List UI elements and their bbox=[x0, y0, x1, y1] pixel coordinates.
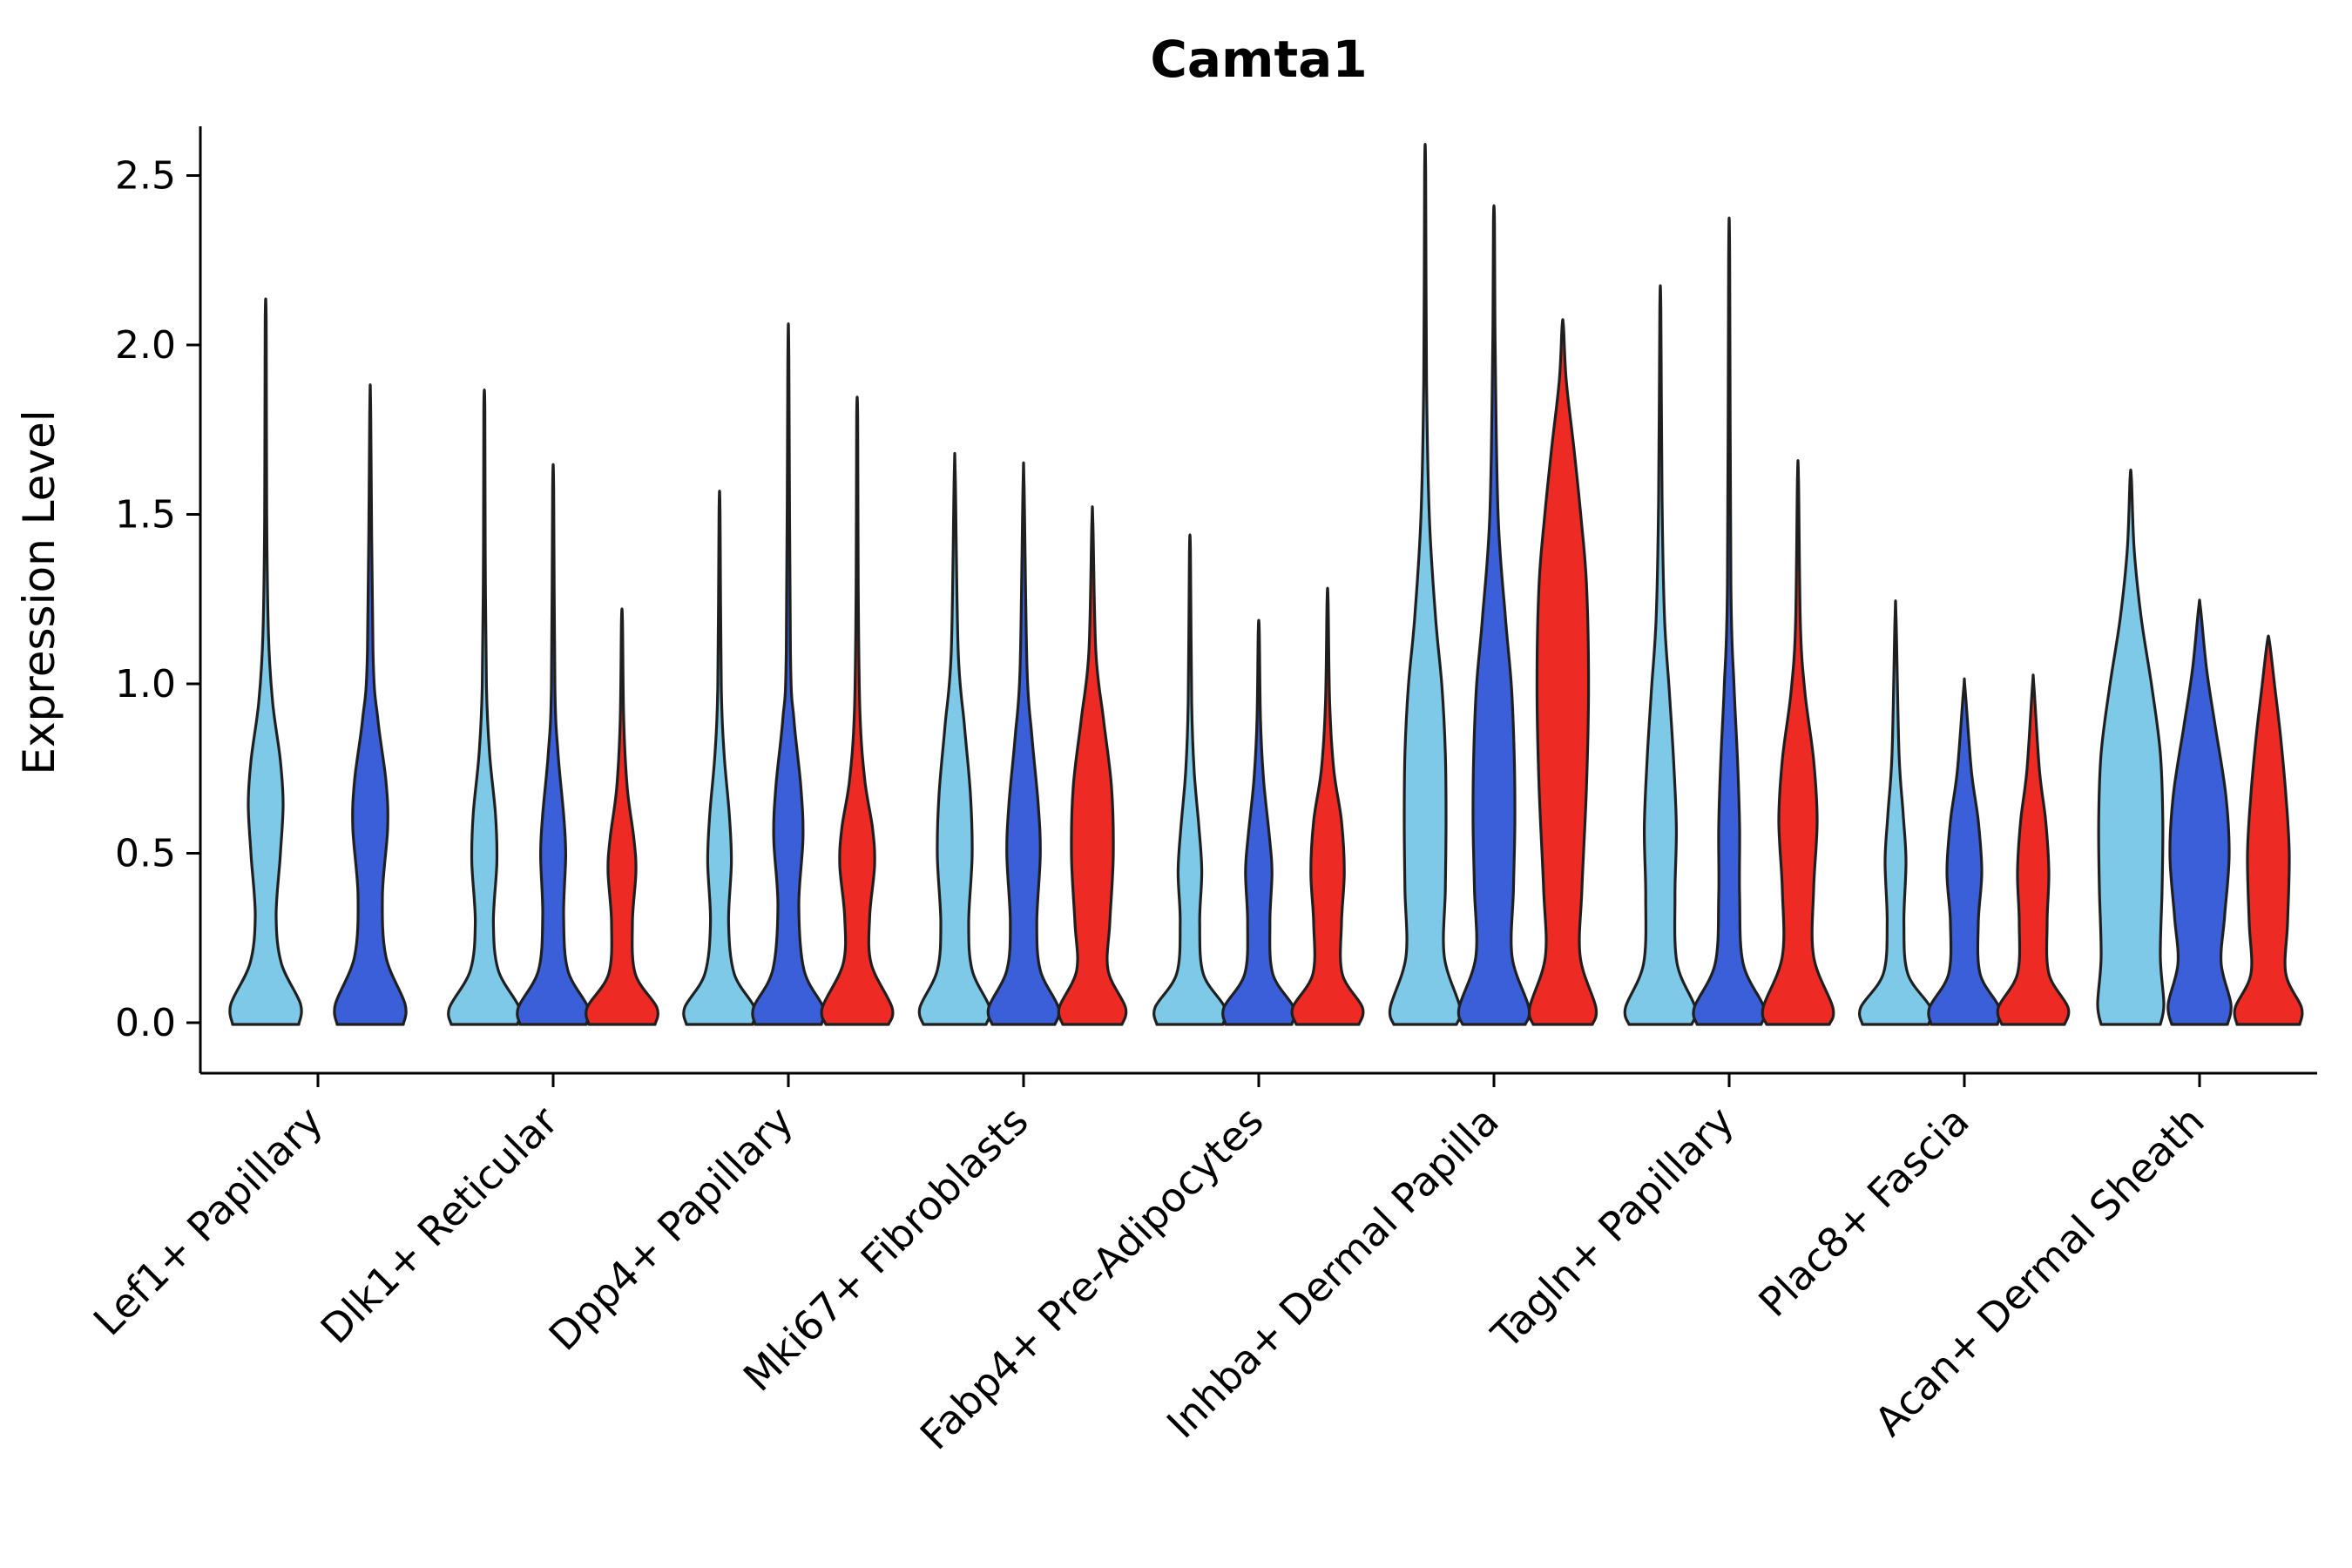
violin-light-blue-0 bbox=[228, 297, 303, 1026]
violin-royal-blue-1 bbox=[516, 463, 591, 1026]
violin-royal-blue-2 bbox=[751, 322, 826, 1026]
x-tick-label-6: Tagln+ Papillary bbox=[1482, 1098, 1743, 1359]
violin-red-5 bbox=[1527, 318, 1598, 1026]
x-tick-label-2: Dpp4+ Papillary bbox=[540, 1098, 802, 1360]
y-axis-label: Expression Level bbox=[14, 409, 64, 774]
violin-light-blue-3 bbox=[917, 452, 992, 1026]
violin-royal-blue-8 bbox=[2166, 598, 2233, 1026]
violin-red-4 bbox=[1290, 586, 1365, 1026]
violin-shapes bbox=[228, 143, 2304, 1026]
violin-royal-blue-4 bbox=[1221, 618, 1296, 1026]
violin-red-3 bbox=[1057, 505, 1128, 1026]
violin-red-2 bbox=[820, 395, 895, 1026]
y-tick-label-0.0: 0.0 bbox=[115, 1001, 176, 1045]
violin-royal-blue-5 bbox=[1456, 204, 1531, 1026]
violin-light-blue-1 bbox=[447, 389, 522, 1026]
y-tick-label-1.0: 1.0 bbox=[115, 662, 176, 706]
violin-light-blue-6 bbox=[1623, 284, 1698, 1026]
violin-red-1 bbox=[585, 607, 659, 1026]
violin-red-6 bbox=[1761, 459, 1835, 1026]
x-tick-label-0: Lef1+ Papillary bbox=[84, 1098, 332, 1345]
y-tick-label-1.5: 1.5 bbox=[115, 493, 176, 537]
violin-light-blue-2 bbox=[682, 490, 757, 1026]
violin-light-blue-7 bbox=[1857, 599, 1934, 1026]
chart-title: Camta1 bbox=[1150, 30, 1367, 89]
y-tick-label-2.5: 2.5 bbox=[115, 154, 176, 199]
violin-red-8 bbox=[2233, 634, 2304, 1026]
violin-light-blue-8 bbox=[2096, 468, 2166, 1026]
y-axis-ticks: 0.0 0.5 1.0 1.5 2.0 2.5 bbox=[115, 154, 200, 1045]
y-tick-label-0.5: 0.5 bbox=[115, 832, 176, 876]
violin-light-blue-5 bbox=[1388, 143, 1463, 1026]
x-tick-label-1: Dlk1+ Reticular bbox=[312, 1098, 567, 1353]
x-tick-label-7: Plac8+ Fascia bbox=[1749, 1098, 1977, 1326]
violin-red-7 bbox=[1996, 673, 2071, 1026]
y-tick-label-2.0: 2.0 bbox=[115, 323, 176, 368]
violin-royal-blue-7 bbox=[1927, 677, 2002, 1026]
violin-royal-blue-0 bbox=[333, 383, 408, 1026]
violin-royal-blue-3 bbox=[986, 461, 1061, 1026]
violin-light-blue-4 bbox=[1152, 533, 1227, 1026]
violin-royal-blue-6 bbox=[1692, 216, 1767, 1026]
